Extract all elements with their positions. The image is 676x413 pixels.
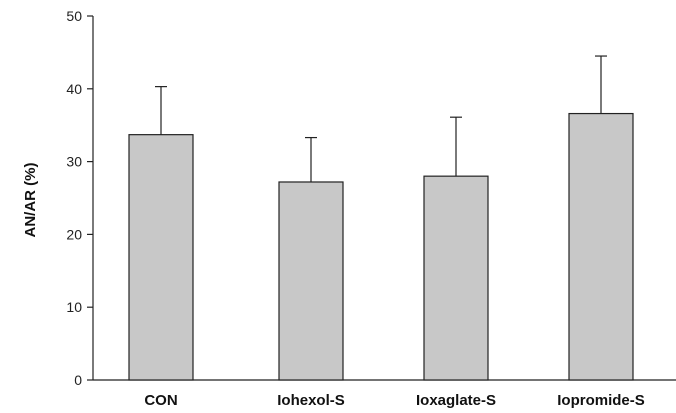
bar (128, 134, 194, 381)
y-tick-label: 10 (66, 299, 82, 315)
error-bars (155, 55, 607, 182)
bar (568, 112, 634, 381)
x-tick-label: Ioxaglate-S (416, 392, 496, 409)
y-tick-label: 20 (66, 226, 82, 242)
x-tick-label: Iopromide-S (557, 392, 645, 409)
x-tick-label: CON (144, 392, 177, 409)
x-axis: CON Iohexol-S Ioxaglate-S Iopromide-S (93, 379, 676, 409)
bars (128, 112, 634, 381)
y-tick-label: 50 (66, 8, 82, 24)
bar (423, 175, 489, 381)
x-tick-label: Iohexol-S (277, 392, 345, 409)
y-tick-label: 30 (66, 154, 82, 170)
y-axis-title: AN/AR (%) (22, 163, 39, 238)
y-tick-label: 40 (66, 81, 82, 97)
bar (278, 181, 344, 381)
y-tick-label: 0 (74, 372, 82, 388)
y-axis: 0 10 20 30 40 50 (66, 8, 94, 388)
